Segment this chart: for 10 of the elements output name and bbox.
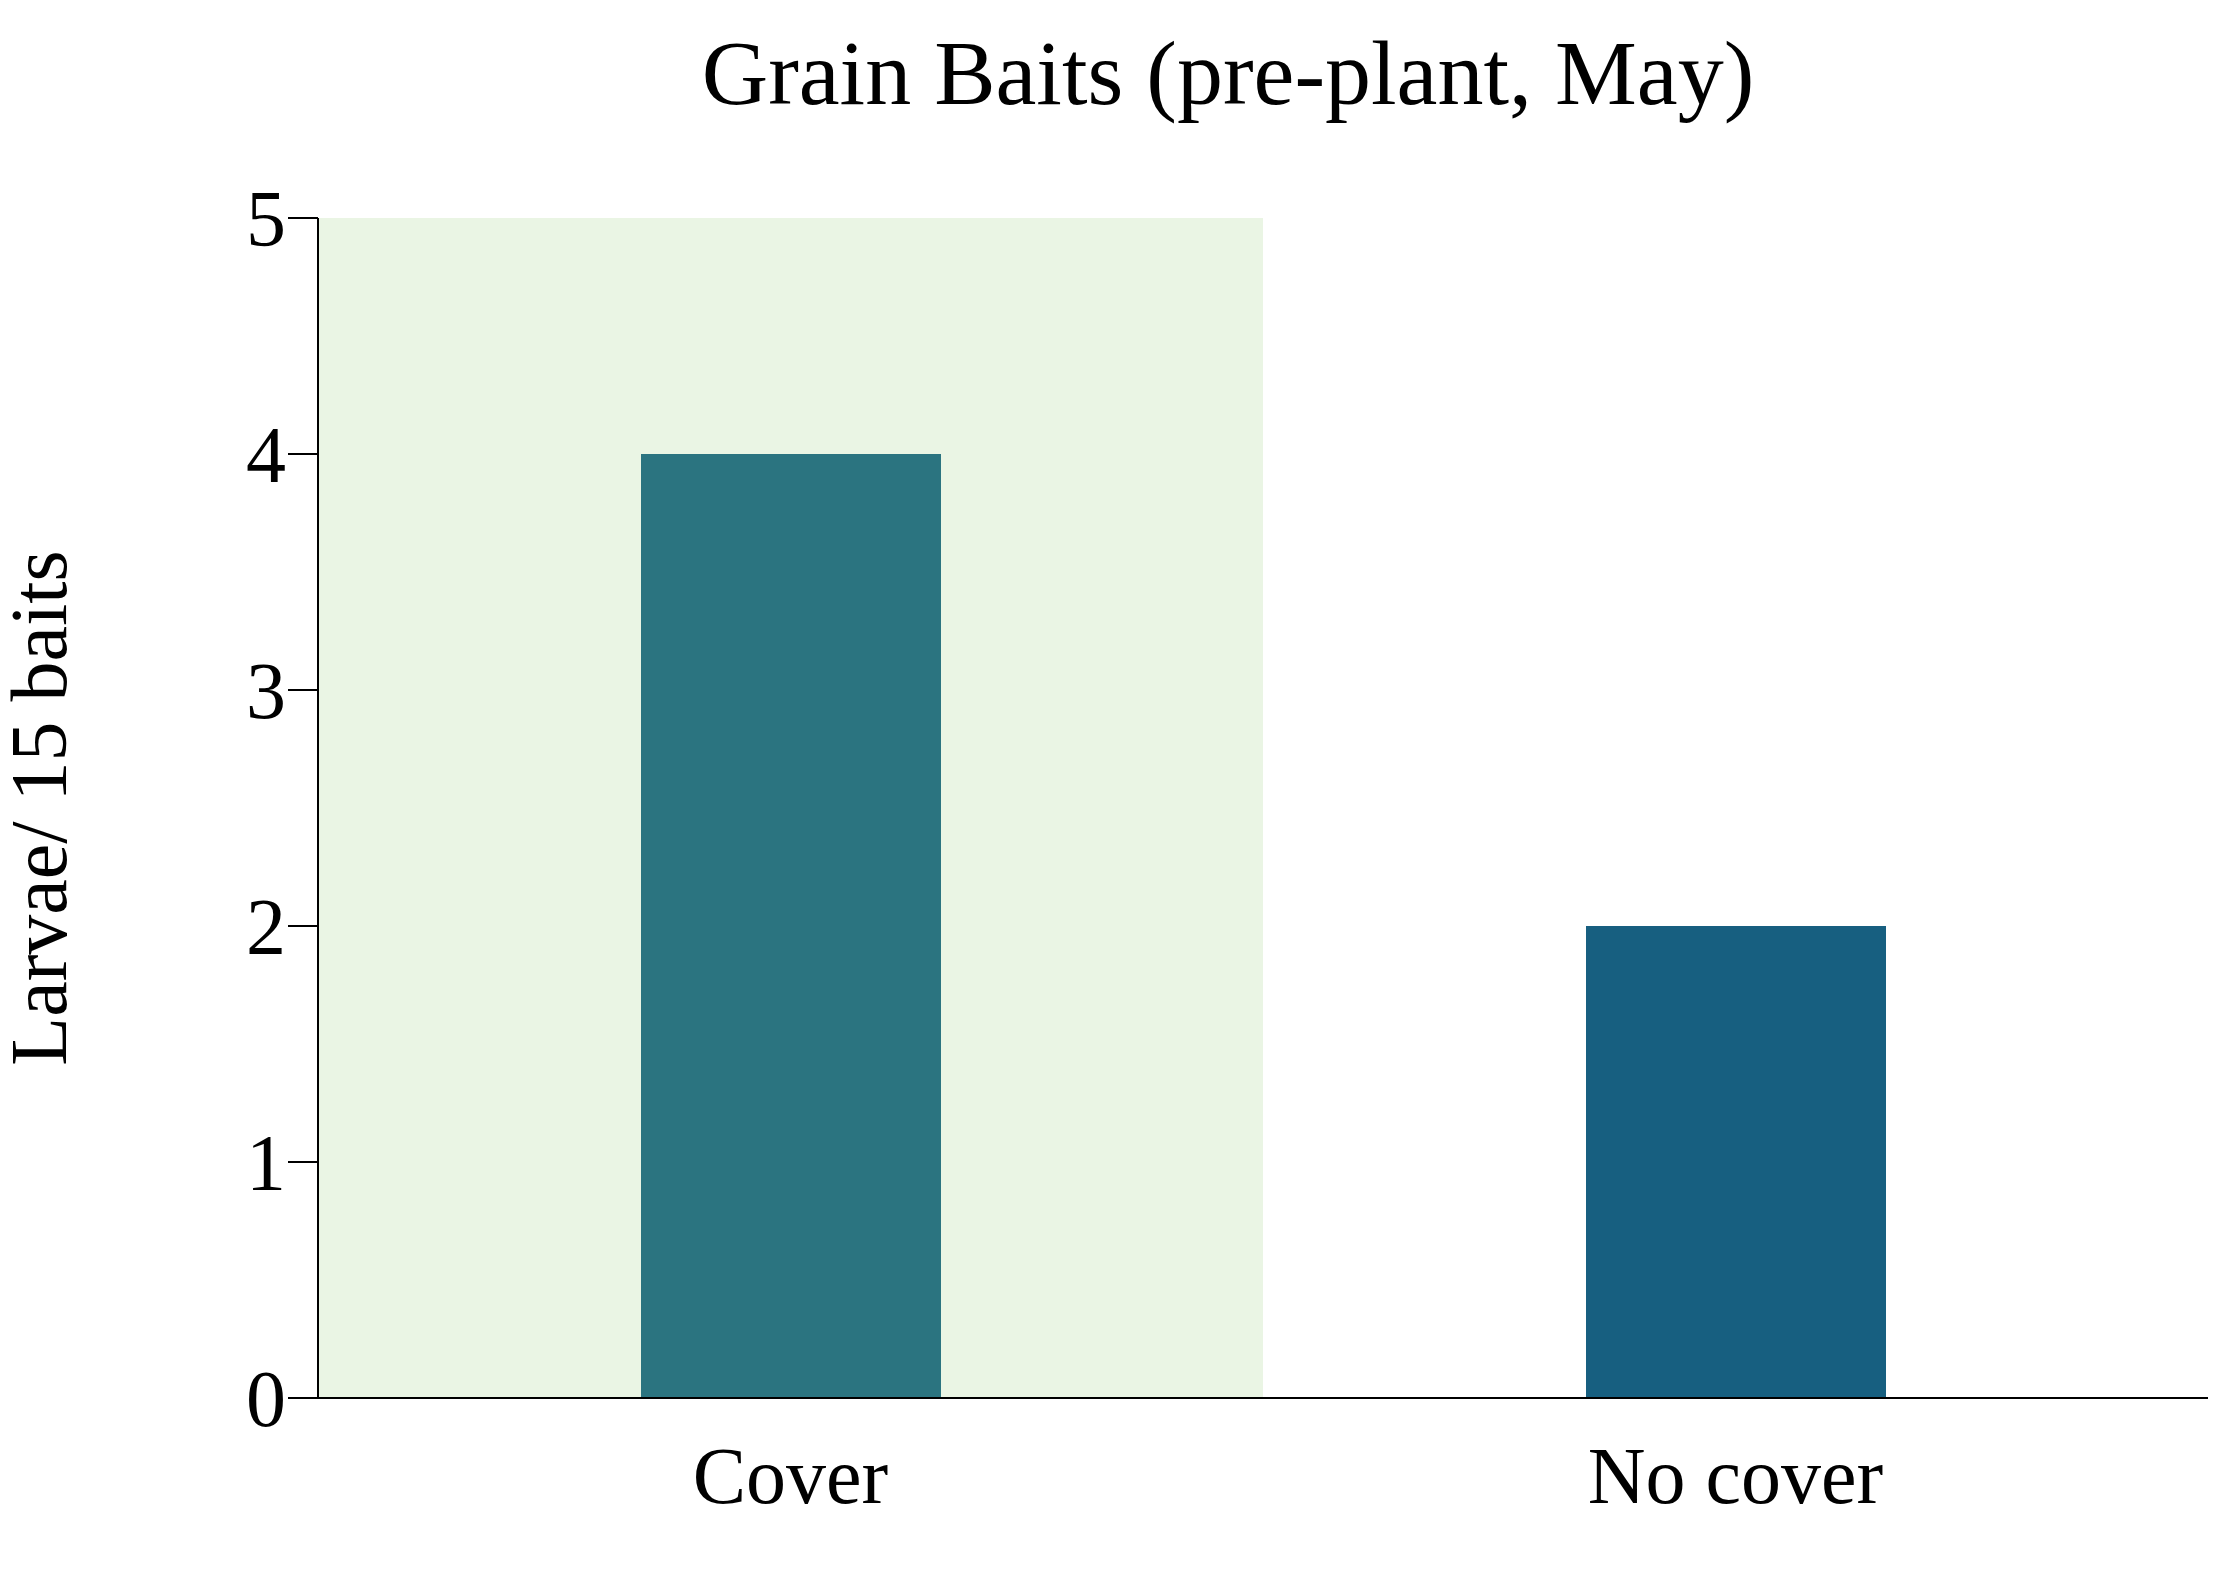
y-tick-label: 0	[246, 1355, 286, 1444]
y-tick-label: 4	[246, 411, 286, 500]
y-tick-label: 5	[246, 175, 286, 264]
x-tick-label: Cover	[692, 1431, 889, 1520]
chart-title: Grain Baits (pre-plant, May)	[700, 21, 1756, 126]
x-tick-label: No cover	[1587, 1431, 1884, 1520]
y-tick-label: 3	[246, 647, 286, 736]
y-tick-label: 1	[246, 1119, 286, 1208]
y-tick-label: 2	[246, 883, 286, 972]
y-axis-title: Larvae/ 15 baits	[0, 550, 84, 1066]
